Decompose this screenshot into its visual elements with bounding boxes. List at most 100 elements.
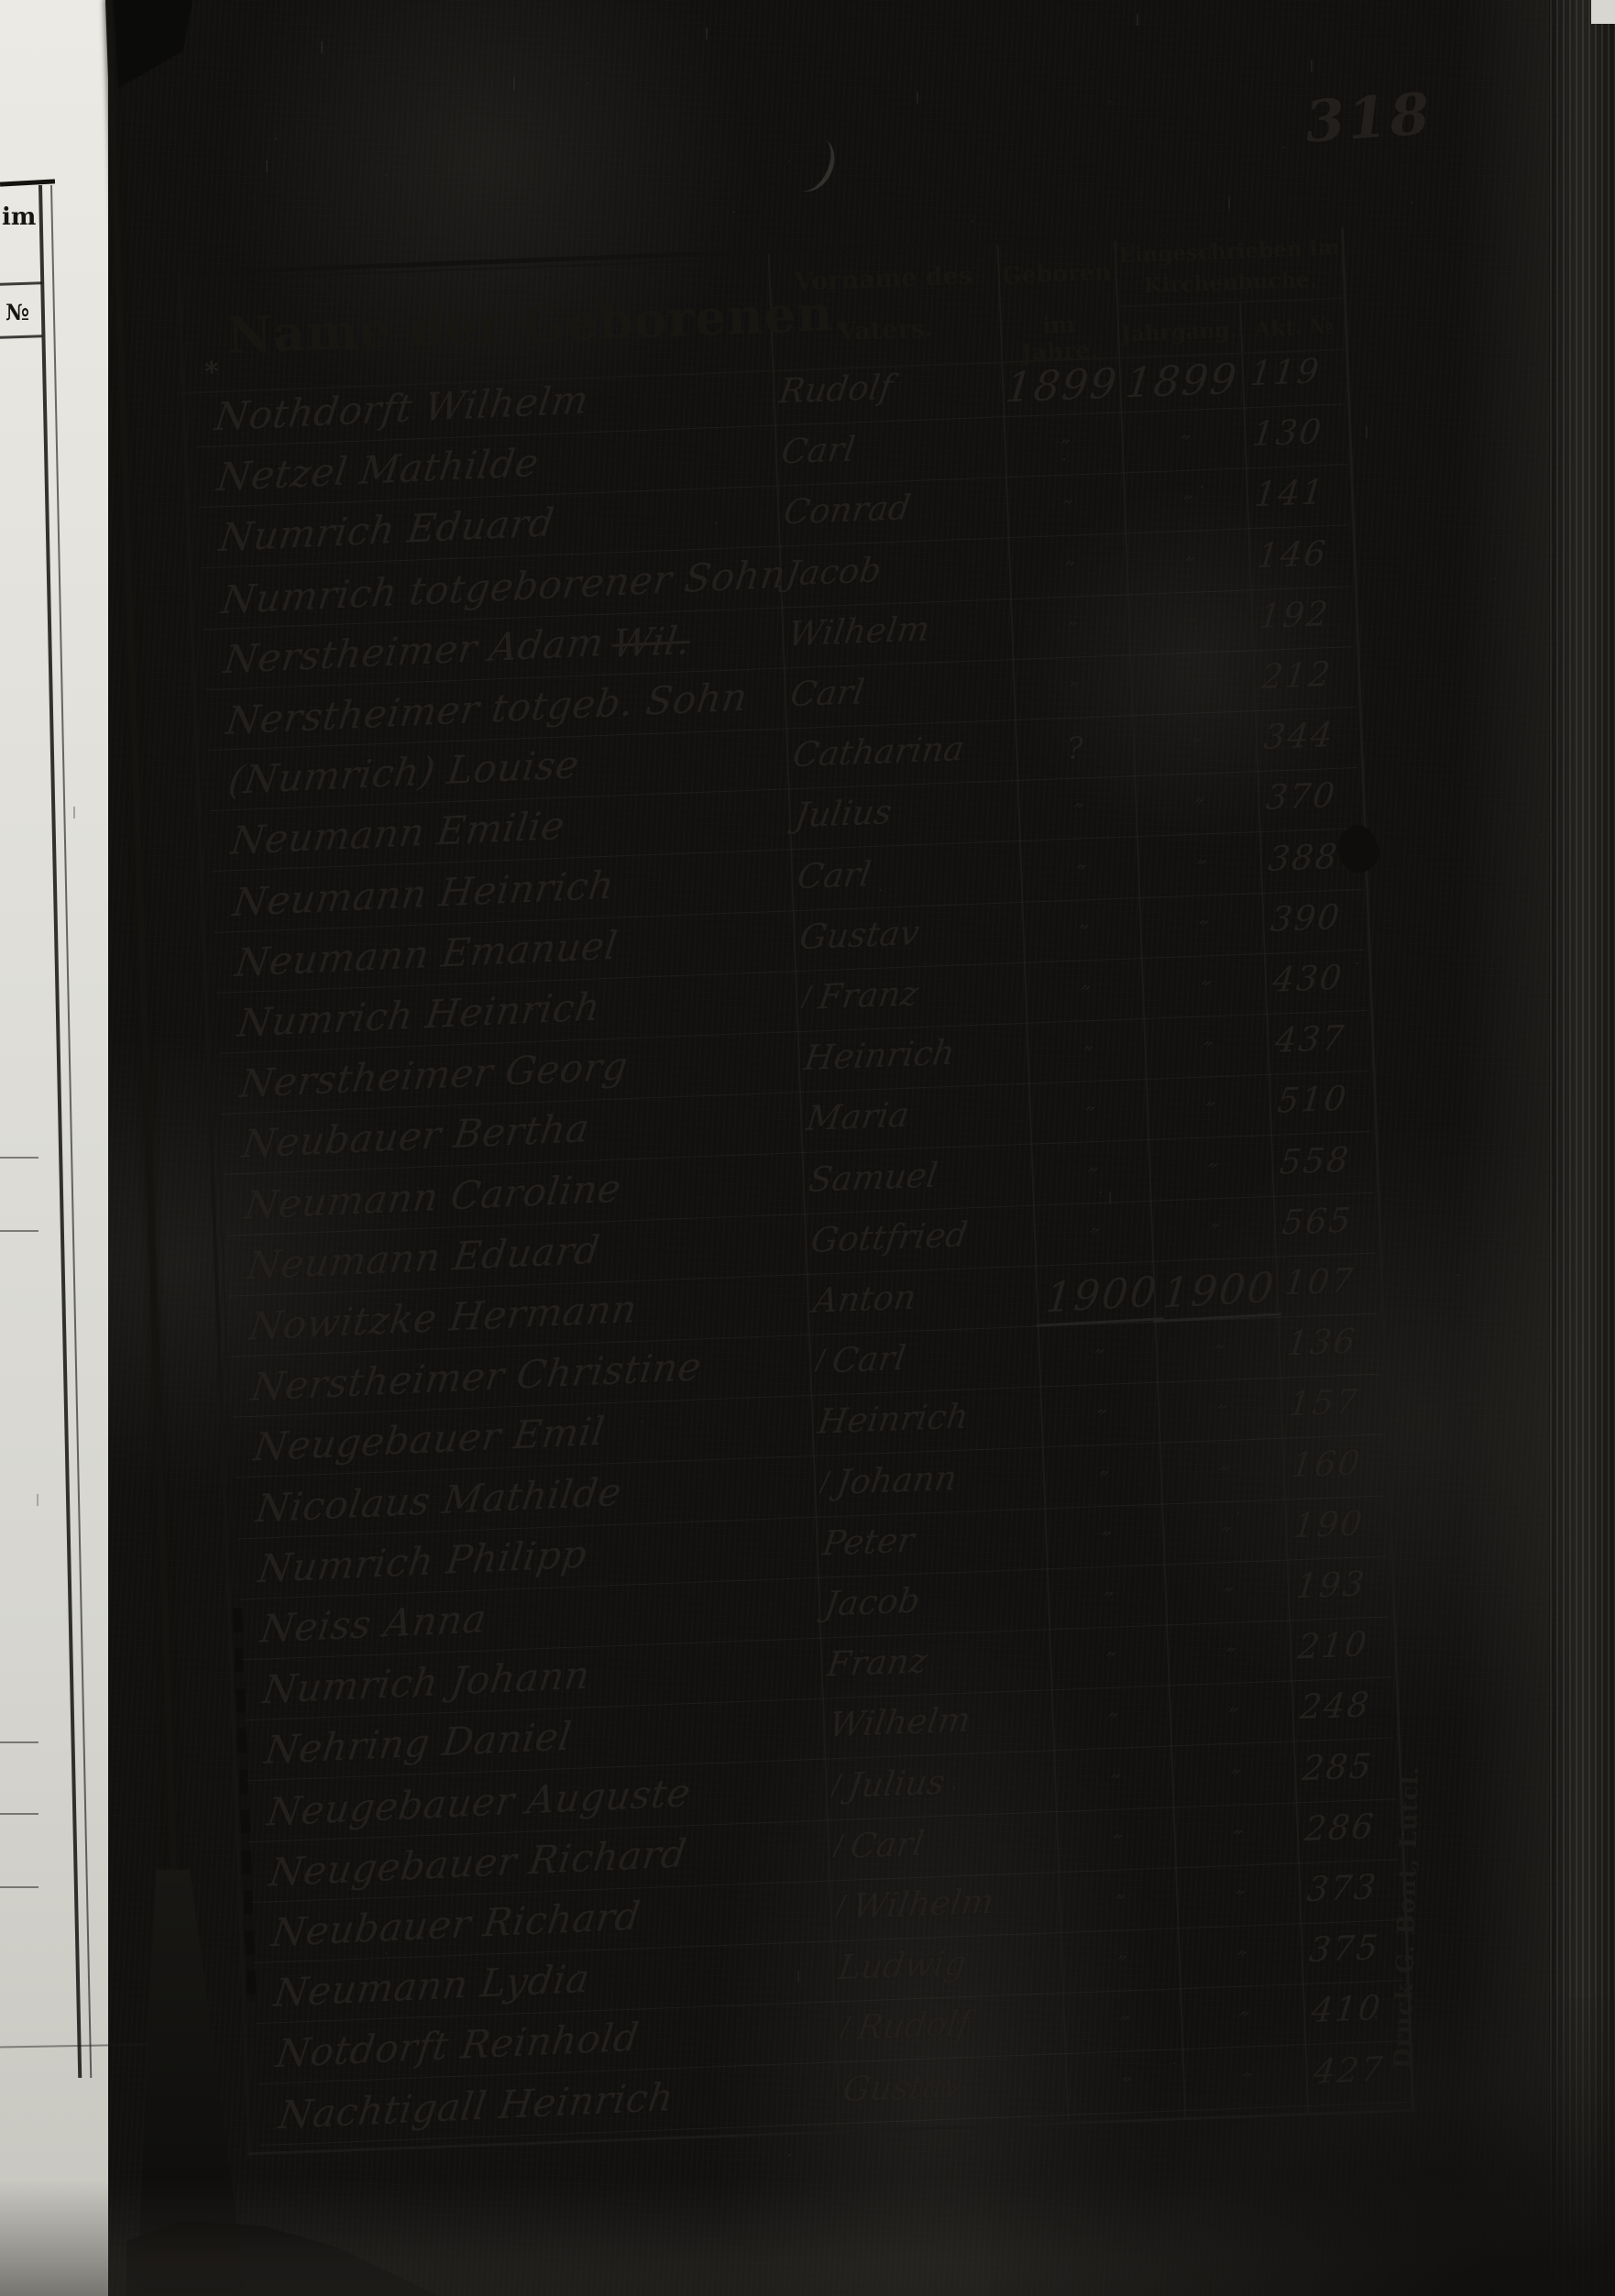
akt-number-cell: 141	[1253, 471, 1357, 535]
father-name: Carl	[778, 429, 858, 472]
akt-number-cell: 107	[1282, 1259, 1386, 1324]
father-cell: Gustav	[797, 909, 1021, 978]
right-page-stack-edge	[1545, 0, 1615, 2296]
father-cell: Rudolf	[776, 363, 1001, 432]
top-right-paper-notch	[1591, 0, 1615, 24]
ditto-mark: ″	[1109, 1828, 1125, 1861]
akt-number: 107	[1282, 1260, 1357, 1303]
akt-number: 212	[1259, 654, 1335, 698]
ditto-mark: ″	[1063, 615, 1079, 648]
akt-number: 130	[1250, 412, 1325, 455]
father-name: Wilhelm	[786, 609, 932, 654]
father-cell: Carl	[778, 424, 1003, 493]
ditto-mark: ″	[1079, 1039, 1094, 1072]
ditto-mark: ″	[1181, 550, 1196, 583]
father-name: Heinrich	[815, 1396, 972, 1443]
akt-number-cell: 286	[1302, 1806, 1407, 1870]
akt-number-cell: 565	[1280, 1199, 1384, 1263]
father-cell: / Johann	[819, 1455, 1041, 1523]
scan-speckles	[275, 137, 277, 139]
ditto-mark: ″	[1176, 429, 1192, 461]
jahrgang-cell: ″	[1146, 1021, 1269, 1086]
akt-number: 565	[1280, 1200, 1355, 1243]
father-name: Franz	[816, 973, 921, 1017]
father-name: Franz	[824, 1641, 930, 1685]
ditto-mark: ″	[1231, 1884, 1247, 1917]
born-year: 1899	[1003, 358, 1121, 412]
born-year-cell: ″	[1033, 1148, 1150, 1213]
father-cell: / Franz	[801, 970, 1023, 1038]
akt-number: 248	[1298, 1685, 1373, 1728]
akt-number-cell: 558	[1278, 1138, 1381, 1203]
born-year-cell: ″	[1039, 1329, 1157, 1394]
father-name: Peter	[819, 1520, 917, 1564]
jahrgang-cell: ″	[1125, 476, 1247, 541]
akt-number: 193	[1293, 1564, 1368, 1607]
ditto-mark: ″	[1225, 1702, 1240, 1734]
check-mark: /	[833, 1829, 844, 1862]
father-name: Catharina	[790, 729, 967, 775]
born-year-cell: ″	[1044, 1450, 1161, 1515]
ditto-mark: ″	[1070, 797, 1085, 829]
child-name: Nothdorft Wilhelm	[212, 377, 592, 440]
born-year-cell: ″	[1007, 480, 1125, 545]
ditto-mark: ″	[1213, 1399, 1228, 1432]
born-year-cell: ″	[1028, 1026, 1146, 1091]
ditto-mark: ″	[1072, 858, 1088, 890]
header-born-column-line2: im Jahre.	[1020, 311, 1099, 367]
akt-number-cell: 344	[1262, 714, 1366, 778]
born-year-cell: ″	[1053, 1693, 1170, 1758]
header-father-column-line1: Vorname des	[794, 261, 973, 297]
header-registered-column-line1: Eingeschrieben im	[1117, 235, 1341, 269]
ditto-mark: ″	[1217, 1521, 1233, 1553]
ditto-mark: ″	[1220, 1581, 1236, 1613]
header-registered-column-line2: Kirchenbuche.	[1143, 267, 1318, 299]
ditto-mark: ″	[1194, 914, 1210, 946]
born-year-cell: ?	[1016, 722, 1134, 787]
ditto-mark: ″	[1206, 1217, 1222, 1249]
jahrgang-cell: ″	[1159, 1385, 1282, 1450]
akt-number: 375	[1307, 1928, 1382, 1971]
father-cell: Conrad	[781, 485, 1005, 554]
jahrgang-cell: ″	[1138, 840, 1261, 905]
born-year-cell: ″	[1060, 1874, 1177, 1939]
born-year-cell: ″	[1026, 965, 1143, 1030]
page-edge-streaks	[1545, 0, 1615, 2296]
born-year-cell: ″	[1019, 784, 1137, 849]
born-year-cell: ″	[1051, 1632, 1169, 1697]
jahrgang-cell: ″	[1141, 900, 1264, 965]
ditto-mark: ″	[1192, 853, 1208, 885]
born-year-cell: ″	[1042, 1390, 1159, 1455]
ditto-mark: ″	[1077, 979, 1093, 1012]
facing-page-header-fragment: im	[2, 203, 37, 231]
father-name: Carl	[848, 1823, 927, 1866]
father-cell: Carl	[795, 849, 1018, 917]
facing-page-row-rule	[0, 1157, 38, 1159]
akt-number: 190	[1291, 1503, 1366, 1546]
jahrgang-cell: 1899	[1120, 354, 1243, 419]
father-name: Gustav	[797, 912, 922, 957]
ditto-mark: ″	[1233, 1945, 1248, 1977]
father-name: Johann	[834, 1457, 960, 1502]
father-name: Carl	[787, 672, 867, 715]
check-mark: /	[830, 1768, 842, 1801]
father-cell: Heinrich	[815, 1394, 1039, 1463]
born-year-cell: ″	[1049, 1572, 1166, 1637]
ditto-mark: ″	[1188, 732, 1203, 764]
facing-page-row-rule	[0, 1230, 38, 1232]
ditto-mark: ″	[1083, 1161, 1099, 1193]
father-cell: Catharina	[790, 727, 1014, 796]
check-mark: /	[815, 1344, 826, 1377]
akt-number: 160	[1289, 1442, 1364, 1486]
ditto-mark: ″	[1095, 1464, 1111, 1497]
ditto-mark: ″	[1097, 1525, 1113, 1557]
father-name: Ludwig	[835, 1943, 970, 1988]
akt-number-cell: 130	[1250, 411, 1355, 475]
father-cell: / Wilhelm	[836, 1879, 1058, 1948]
jahrgang-cell: ″	[1175, 1809, 1298, 1874]
facing-page-row-rule	[0, 1886, 38, 1888]
ditto-mark: ″	[1179, 489, 1194, 522]
jahrgang-cell: ″	[1170, 1688, 1293, 1753]
akt-number-cell: 285	[1301, 1745, 1404, 1809]
ditto-mark: ″	[1102, 1646, 1117, 1678]
